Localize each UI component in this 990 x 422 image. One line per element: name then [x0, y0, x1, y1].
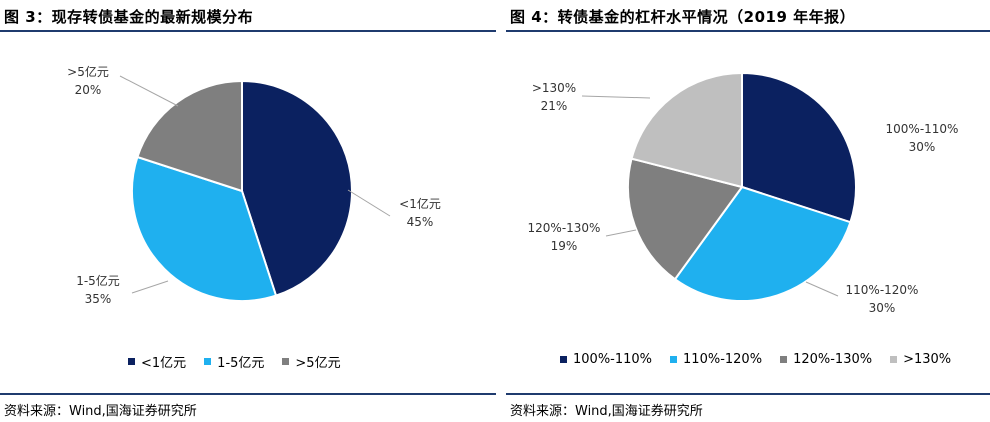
- legend-item-2: 1-5亿元: [204, 352, 264, 371]
- legend-swatch: [204, 358, 212, 365]
- slice-category-label-1: <1亿元: [399, 196, 441, 211]
- figure-3-panel: 图 3：现存转债基金的最新规模分布 <1亿元 45% 1-5亿元 35% >5亿元 20%…: [0, 8, 496, 419]
- slice-value-label-1: 45%: [407, 215, 434, 229]
- slice-value-label-3: 19%: [551, 239, 578, 253]
- leader-line-1: [347, 189, 391, 217]
- slice-value-label-4: 21%: [541, 99, 568, 113]
- legend-item-2: 110%-120%: [670, 352, 762, 367]
- legend-item-3: >5亿元: [282, 352, 341, 371]
- slice-category-label-3: 120%-130%: [528, 221, 601, 235]
- pie-slice-1: [741, 71, 857, 224]
- legend-label: 100%-110%: [573, 352, 653, 367]
- legend-swatch: [670, 356, 678, 363]
- pie-slice-2: [673, 185, 852, 302]
- figure-4-pie-chart: 100%-110% 30% 110%-120% 30% 120%-130% 19% >130…: [528, 71, 959, 315]
- slice-category-label-2: 1-5亿元: [76, 273, 120, 288]
- figure-3-bottom-rule: [0, 393, 496, 395]
- figure-4-legend: 100%-110% 110%-120% 120%-130% >130%: [560, 352, 951, 367]
- legend-label: <1亿元: [141, 356, 187, 371]
- legend-swatch: [282, 358, 290, 365]
- pie-slice-2: [131, 155, 278, 302]
- pie-slice-4: [630, 71, 743, 189]
- legend-swatch: [128, 358, 135, 365]
- slice-value-label-2: 35%: [85, 292, 112, 306]
- figure-3-legend: <1亿元 1-5亿元 >5亿元: [128, 352, 341, 371]
- leader-line-3: [605, 229, 637, 237]
- legend-label: 1-5亿元: [217, 356, 265, 371]
- leader-line-4: [581, 95, 651, 99]
- legend-item-1: <1亿元: [128, 352, 186, 371]
- figure-4-title: 图 4：转债基金的杠杆水平情况（2019 年年报）: [510, 8, 856, 26]
- legend-label: 120%-130%: [793, 352, 873, 367]
- figure-4-bottom-rule: [506, 393, 990, 395]
- pie-slice-3: [136, 79, 243, 193]
- figure-4-source: 资料来源：Wind,国海证券研究所: [510, 404, 703, 419]
- slice-value-label-3: 20%: [75, 83, 102, 97]
- slice-value-label-2: 30%: [869, 301, 896, 315]
- figure-4-top-rule: [506, 30, 990, 32]
- legend-item-4: >130%: [890, 352, 951, 367]
- slice-category-label-3: >5亿元: [67, 64, 109, 79]
- legend-label: >130%: [903, 352, 952, 367]
- legend-swatch: [890, 356, 898, 363]
- slice-category-label-2: 110%-120%: [846, 283, 919, 297]
- slice-value-label-1: 30%: [909, 140, 936, 154]
- figure-3-pie-chart: <1亿元 45% 1-5亿元 35% >5亿元 20%: [67, 64, 441, 306]
- legend-label: 110%-120%: [683, 352, 763, 367]
- figure-3-source: 资料来源：Wind,国海证券研究所: [4, 404, 197, 419]
- legend-label: >5亿元: [295, 356, 341, 371]
- legend-item-3: 120%-130%: [780, 352, 872, 367]
- legend-swatch: [780, 356, 788, 363]
- figure-4-panel: 图 4：转债基金的杠杆水平情况（2019 年年报） 100%-110% 30% 11…: [506, 0, 990, 422]
- slice-category-label-1: 100%-110%: [886, 122, 959, 136]
- figure-3-title: 图 3：现存转债基金的最新规模分布: [4, 8, 254, 26]
- slice-category-label-4: >130%: [532, 81, 576, 95]
- pie-slice-3: [627, 157, 744, 281]
- leader-line-2: [131, 280, 169, 294]
- legend-item-1: 100%-110%: [560, 352, 652, 367]
- legend-swatch: [560, 356, 567, 363]
- pie-slice-1: [241, 79, 353, 297]
- leader-line-2: [805, 281, 839, 297]
- figure-3-top-rule: [0, 30, 496, 32]
- leader-line-3: [119, 75, 179, 107]
